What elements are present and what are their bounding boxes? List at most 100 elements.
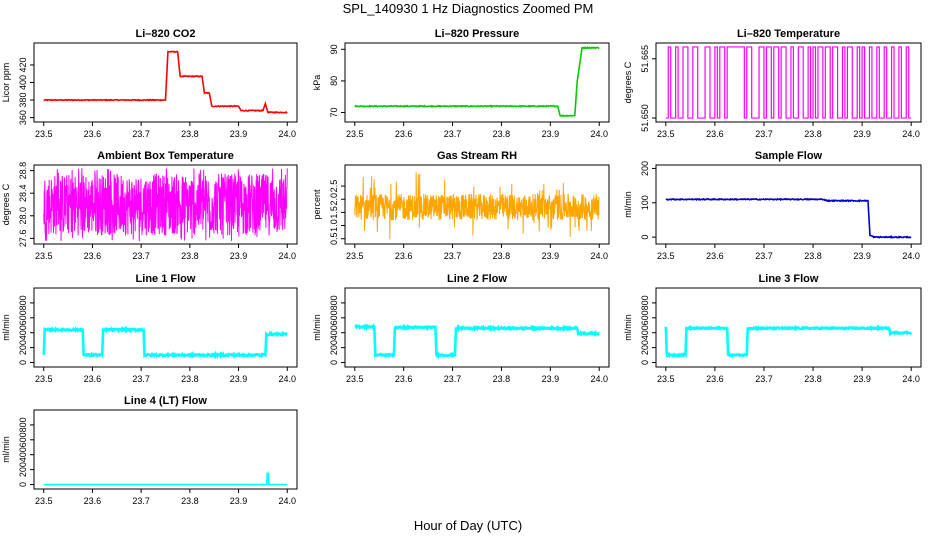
y-axis-label: degrees C	[1, 183, 11, 225]
x-tick-label: 23.8	[804, 129, 822, 139]
y-axis-label: Licor ppm	[1, 63, 11, 103]
plot-frame	[655, 287, 922, 368]
x-tick-label: 24.0	[278, 251, 296, 261]
x-tick-label: 23.7	[444, 129, 462, 139]
y-tick-label: 800	[18, 417, 28, 432]
x-tick-label: 23.7	[755, 129, 773, 139]
y-tick-label: 0	[640, 235, 650, 240]
series-area	[354, 172, 600, 240]
x-tick-label: 23.9	[230, 251, 248, 261]
y-tick-label: 400	[640, 325, 650, 340]
x-tick-label: 24.0	[590, 129, 608, 139]
x-tick-label: 23.7	[132, 129, 150, 139]
x-tick-label: 23.6	[706, 251, 724, 261]
y-tick-label: 400	[18, 75, 28, 90]
y-tick-label: 400	[18, 325, 28, 340]
x-tick-label: 23.8	[493, 129, 511, 139]
y-tick-label: 90	[329, 44, 339, 54]
y-tick-label: 51.650	[640, 104, 650, 132]
x-tick-label: 23.7	[132, 251, 150, 261]
data-series-line	[665, 46, 912, 119]
series-area	[665, 46, 912, 119]
y-tick-label: 600	[18, 432, 28, 447]
x-tick-label: 23.8	[804, 251, 822, 261]
plot-frame	[33, 287, 298, 368]
panel-title: Line 2 Flow	[447, 273, 507, 285]
x-tick-label: 23.6	[706, 129, 724, 139]
data-series-line	[43, 168, 288, 242]
y-tick-label: 200	[640, 161, 650, 176]
y-axis-label: ml/min	[1, 314, 11, 341]
y-tick-label: 200	[329, 340, 339, 355]
data-series-line	[664, 324, 913, 359]
y-axis-label: ml/min	[1, 436, 11, 463]
series-area	[354, 323, 600, 360]
data-series-line	[665, 197, 912, 239]
y-tick-label: 1.0	[329, 219, 339, 232]
series-area	[664, 324, 913, 359]
y-tick-label: 360	[18, 110, 28, 125]
y-tick-label: 800	[329, 295, 339, 310]
panel-title: Sample Flow	[755, 150, 823, 162]
y-tick-label: 28.0	[18, 207, 28, 225]
y-tick-label: 0	[18, 482, 28, 487]
x-tick-label: 23.8	[181, 251, 199, 261]
y-tick-label: 2.0	[329, 193, 339, 206]
panel-6: Sample Flow ml/min 23.5 23.6 23.7 23.8 23.9 24.…	[623, 150, 922, 261]
x-tick-label: 23.6	[395, 129, 413, 139]
x-tick-label: 23.9	[230, 129, 248, 139]
panel-title: Li–820 CO2	[136, 28, 196, 40]
x-tick-label: 24.0	[278, 374, 296, 384]
y-tick-label: 2.5	[329, 180, 339, 193]
x-tick-label: 23.7	[444, 374, 462, 384]
y-tick-label: 70	[329, 108, 339, 118]
x-tick-label: 24.0	[902, 251, 920, 261]
x-tick-label: 23.8	[181, 374, 199, 384]
y-tick-label: 200	[18, 462, 28, 477]
x-axis-label: Hour of Day (UTC)	[413, 518, 523, 533]
x-tick-label: 23.6	[395, 374, 413, 384]
y-tick-label: 0	[18, 360, 28, 365]
y-axis-label: ml/min	[623, 314, 633, 341]
data-series-line	[42, 325, 288, 359]
plot-frame	[344, 42, 610, 123]
x-tick-label: 23.7	[755, 251, 773, 261]
x-tick-label: 23.5	[657, 251, 675, 261]
plot-frame	[33, 409, 298, 490]
data-series-line	[354, 172, 600, 240]
y-axis-label: kPa	[312, 75, 322, 91]
y-tick-label: 28.8	[18, 162, 28, 180]
x-tick-label: 23.8	[181, 129, 199, 139]
y-axis-label: ml/min	[312, 314, 322, 341]
x-tick-label: 23.9	[542, 251, 560, 261]
y-tick-label: 200	[18, 340, 28, 355]
x-tick-label: 23.9	[853, 251, 871, 261]
panel-title: Gas Stream RH	[437, 150, 517, 162]
x-tick-label: 23.7	[132, 374, 150, 384]
panel-1: Li–820 CO2 Licor ppm 23.5 23.6 23.7 23.8 23.9 2…	[1, 28, 298, 139]
panel-3: Li–820 Temperature degrees C 23.5 23.6 23.7 2…	[623, 28, 922, 139]
x-tick-label: 23.8	[804, 374, 822, 384]
data-series-line	[354, 323, 600, 360]
plot-frame	[655, 42, 922, 123]
x-tick-label: 23.5	[35, 129, 53, 139]
y-tick-label: 0	[329, 360, 339, 365]
x-tick-label: 23.8	[493, 251, 511, 261]
x-tick-label: 23.6	[84, 496, 102, 506]
panel-title: Line 4 (LT) Flow	[124, 395, 207, 407]
y-tick-label: 400	[329, 325, 339, 340]
y-tick-label: 600	[18, 310, 28, 325]
panel-title: Ambient Box Temperature	[97, 150, 234, 162]
series-area	[43, 50, 288, 114]
y-axis-label: degrees C	[623, 61, 633, 103]
x-tick-label: 23.5	[35, 496, 53, 506]
x-tick-label: 23.7	[132, 496, 150, 506]
y-tick-label: 420	[18, 57, 28, 72]
y-tick-label: 400	[18, 447, 28, 462]
x-tick-label: 23.7	[755, 374, 773, 384]
panel-8: Line 2 Flow ml/min 23.5 23.6 23.7 23.8 23.9 24.…	[312, 273, 610, 384]
panel-title: Line 1 Flow	[136, 273, 196, 285]
x-tick-label: 23.6	[84, 129, 102, 139]
y-tick-label: 200	[640, 340, 650, 355]
